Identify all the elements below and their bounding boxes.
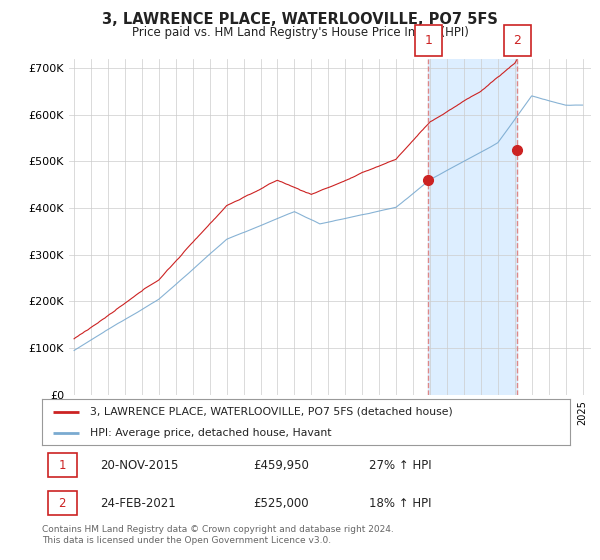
Text: 27% ↑ HPI: 27% ↑ HPI xyxy=(370,459,432,472)
Text: Price paid vs. HM Land Registry's House Price Index (HPI): Price paid vs. HM Land Registry's House … xyxy=(131,26,469,39)
Text: HPI: Average price, detached house, Havant: HPI: Average price, detached house, Hava… xyxy=(89,428,331,438)
Text: 3, LAWRENCE PLACE, WATERLOOVILLE, PO7 5FS (detached house): 3, LAWRENCE PLACE, WATERLOOVILLE, PO7 5F… xyxy=(89,407,452,417)
Text: 1: 1 xyxy=(58,459,66,472)
Text: 3, LAWRENCE PLACE, WATERLOOVILLE, PO7 5FS: 3, LAWRENCE PLACE, WATERLOOVILLE, PO7 5F… xyxy=(102,12,498,27)
Text: 24-FEB-2021: 24-FEB-2021 xyxy=(100,497,176,510)
Bar xyxy=(428,59,517,395)
Text: Contains HM Land Registry data © Crown copyright and database right 2024.
This d: Contains HM Land Registry data © Crown c… xyxy=(42,525,394,545)
Text: 2: 2 xyxy=(514,34,521,47)
Text: 18% ↑ HPI: 18% ↑ HPI xyxy=(370,497,432,510)
FancyBboxPatch shape xyxy=(47,491,77,515)
Text: 20-NOV-2015: 20-NOV-2015 xyxy=(100,459,178,472)
Text: 1: 1 xyxy=(424,34,432,47)
Text: 2: 2 xyxy=(58,497,66,510)
Text: £459,950: £459,950 xyxy=(253,459,309,472)
FancyBboxPatch shape xyxy=(47,453,77,478)
Text: £525,000: £525,000 xyxy=(253,497,309,510)
